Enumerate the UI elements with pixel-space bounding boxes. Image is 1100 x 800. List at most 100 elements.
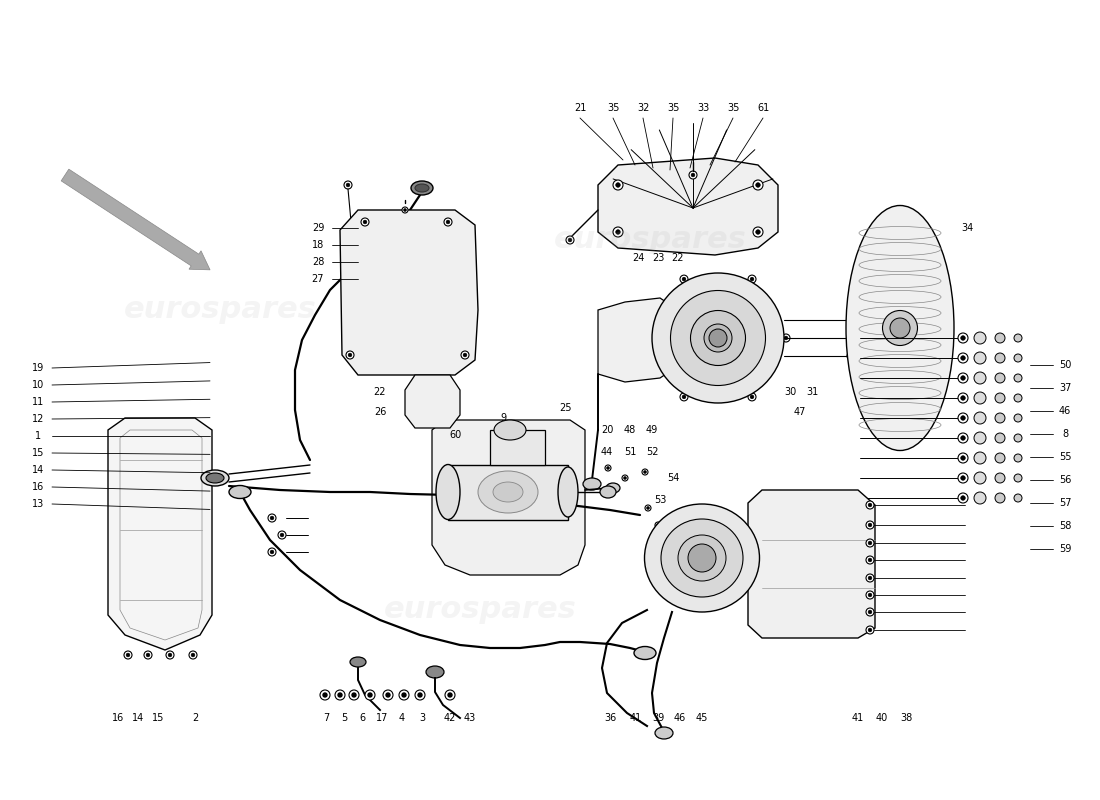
Circle shape: [624, 477, 626, 479]
Text: 59: 59: [1059, 544, 1071, 554]
Ellipse shape: [645, 504, 759, 612]
Circle shape: [849, 354, 852, 358]
Circle shape: [189, 651, 197, 659]
Circle shape: [754, 227, 763, 237]
FancyArrow shape: [62, 169, 210, 270]
Circle shape: [866, 556, 874, 564]
Ellipse shape: [654, 727, 673, 739]
Circle shape: [688, 544, 716, 572]
Bar: [448, 465, 568, 520]
Text: 50: 50: [1059, 360, 1071, 370]
Text: 2: 2: [191, 713, 198, 723]
Ellipse shape: [1014, 374, 1022, 382]
Text: 34: 34: [961, 223, 974, 233]
Circle shape: [191, 653, 195, 657]
Text: 43: 43: [464, 713, 476, 723]
Circle shape: [890, 318, 910, 338]
Circle shape: [418, 693, 422, 697]
Text: 26: 26: [374, 407, 386, 417]
Circle shape: [868, 523, 872, 527]
Text: 5: 5: [341, 713, 348, 723]
Circle shape: [958, 413, 968, 423]
Circle shape: [613, 227, 623, 237]
Text: 60: 60: [449, 430, 461, 440]
Ellipse shape: [478, 471, 538, 513]
Text: 31: 31: [806, 387, 818, 397]
Ellipse shape: [678, 535, 726, 581]
Circle shape: [680, 275, 688, 283]
Circle shape: [415, 690, 425, 700]
Text: 25: 25: [559, 403, 571, 413]
Ellipse shape: [974, 412, 986, 424]
Text: 21: 21: [574, 103, 586, 113]
Ellipse shape: [1014, 394, 1022, 402]
Circle shape: [866, 521, 874, 529]
Ellipse shape: [1014, 454, 1022, 462]
Circle shape: [613, 180, 623, 190]
Circle shape: [336, 690, 345, 700]
Circle shape: [654, 522, 661, 528]
Circle shape: [346, 351, 354, 359]
Text: 35: 35: [727, 103, 739, 113]
Circle shape: [566, 236, 574, 244]
Circle shape: [361, 218, 368, 226]
Ellipse shape: [996, 353, 1005, 363]
Circle shape: [756, 230, 760, 234]
Ellipse shape: [996, 473, 1005, 483]
Text: 1: 1: [35, 431, 41, 441]
Text: 54: 54: [667, 473, 679, 483]
Circle shape: [168, 653, 172, 657]
Ellipse shape: [558, 467, 578, 517]
Ellipse shape: [661, 519, 743, 597]
Circle shape: [446, 690, 455, 700]
Text: eurospares: eurospares: [123, 295, 317, 325]
Circle shape: [782, 334, 790, 342]
Circle shape: [402, 693, 406, 697]
Text: 17: 17: [376, 713, 388, 723]
Circle shape: [866, 501, 874, 509]
Circle shape: [868, 541, 872, 545]
Ellipse shape: [652, 273, 784, 403]
Circle shape: [146, 653, 150, 657]
Ellipse shape: [493, 482, 522, 502]
Circle shape: [849, 336, 852, 340]
Circle shape: [616, 182, 620, 187]
Ellipse shape: [974, 452, 986, 464]
Text: 41: 41: [630, 713, 642, 723]
Ellipse shape: [974, 492, 986, 504]
Ellipse shape: [974, 392, 986, 404]
Text: 41: 41: [851, 713, 865, 723]
Circle shape: [847, 352, 855, 360]
Text: 29: 29: [311, 223, 324, 233]
Circle shape: [958, 433, 968, 443]
Circle shape: [958, 373, 968, 383]
Text: 39: 39: [652, 713, 664, 723]
Circle shape: [448, 693, 452, 697]
Circle shape: [710, 329, 727, 347]
Circle shape: [646, 334, 654, 342]
Circle shape: [352, 693, 356, 697]
Polygon shape: [340, 210, 478, 375]
Circle shape: [607, 466, 609, 470]
Polygon shape: [598, 298, 675, 382]
Ellipse shape: [996, 373, 1005, 383]
Text: 15: 15: [32, 448, 44, 458]
Circle shape: [960, 336, 966, 340]
Circle shape: [621, 475, 628, 481]
Text: 35: 35: [667, 103, 679, 113]
Ellipse shape: [606, 483, 620, 493]
Text: 49: 49: [646, 425, 658, 435]
Circle shape: [447, 220, 450, 224]
Ellipse shape: [600, 486, 616, 498]
Circle shape: [750, 395, 754, 398]
Text: 22: 22: [672, 253, 684, 263]
Circle shape: [463, 354, 466, 357]
Ellipse shape: [996, 433, 1005, 443]
Text: 8: 8: [1062, 429, 1068, 439]
Circle shape: [645, 505, 651, 511]
Ellipse shape: [1014, 334, 1022, 342]
Circle shape: [642, 469, 648, 475]
Circle shape: [847, 316, 855, 324]
Text: 14: 14: [32, 465, 44, 475]
Text: 10: 10: [32, 380, 44, 390]
